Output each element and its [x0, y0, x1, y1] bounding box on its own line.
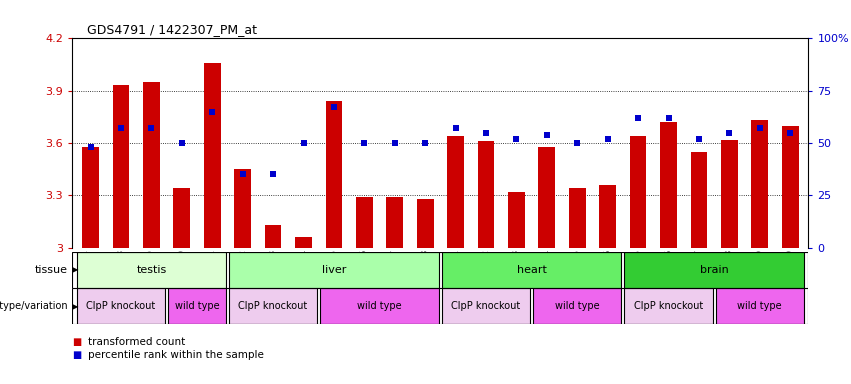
Bar [295, 237, 311, 248]
Point [83, 144, 97, 150]
Text: testis: testis [136, 265, 167, 275]
Bar [234, 169, 251, 248]
Bar [782, 126, 798, 248]
Bar [442, 252, 621, 288]
Bar [534, 288, 621, 324]
Text: ■: ■ [72, 337, 82, 347]
Point [448, 125, 462, 131]
Point [784, 129, 797, 136]
Text: GDS4791 / 1422307_PM_at: GDS4791 / 1422307_PM_at [87, 23, 257, 36]
Bar [539, 147, 555, 248]
Text: brain: brain [700, 265, 728, 275]
Point [175, 140, 189, 146]
Bar [326, 101, 342, 248]
Bar [229, 252, 439, 288]
Point [631, 115, 645, 121]
Point [236, 171, 249, 177]
Bar [599, 185, 616, 248]
Bar [229, 288, 317, 324]
Point [570, 140, 584, 146]
Text: ClpP knockout: ClpP knockout [451, 301, 521, 311]
Text: tissue: tissue [35, 265, 68, 275]
Text: ClpP knockout: ClpP knockout [238, 301, 308, 311]
Point [388, 140, 402, 146]
Bar [569, 189, 585, 248]
Point [297, 140, 311, 146]
Bar [625, 252, 804, 288]
Point [510, 136, 523, 142]
Point [722, 129, 736, 136]
Bar [716, 288, 804, 324]
Text: ■: ■ [72, 350, 82, 360]
Text: wild type: wild type [174, 301, 220, 311]
Text: transformed count: transformed count [88, 337, 185, 347]
Point [357, 140, 371, 146]
Text: genotype/variation: genotype/variation [0, 301, 68, 311]
Bar [77, 252, 226, 288]
Text: wild type: wild type [555, 301, 600, 311]
Text: ClpP knockout: ClpP knockout [87, 301, 156, 311]
Bar [112, 86, 129, 248]
Bar [168, 288, 226, 324]
Text: wild type: wild type [357, 301, 402, 311]
Text: ▶: ▶ [71, 265, 78, 274]
Point [540, 132, 554, 138]
Point [327, 104, 340, 111]
Text: heart: heart [517, 265, 546, 275]
Bar [143, 82, 160, 248]
Bar [660, 122, 677, 248]
Point [114, 125, 128, 131]
Bar [477, 141, 494, 248]
Bar [690, 152, 707, 248]
Bar [265, 225, 282, 248]
Bar [625, 288, 712, 324]
Bar [721, 139, 738, 248]
Text: percentile rank within the sample: percentile rank within the sample [88, 350, 264, 360]
Point [205, 109, 219, 115]
Text: liver: liver [322, 265, 346, 275]
Bar [204, 63, 220, 248]
Bar [508, 192, 525, 248]
Point [692, 136, 705, 142]
Bar [77, 288, 165, 324]
Point [601, 136, 614, 142]
Bar [386, 197, 403, 248]
Text: ▶: ▶ [71, 302, 78, 311]
Bar [174, 189, 191, 248]
Point [266, 171, 280, 177]
Bar [448, 136, 464, 248]
Point [419, 140, 432, 146]
Bar [320, 288, 439, 324]
Bar [442, 288, 530, 324]
Text: ClpP knockout: ClpP knockout [634, 301, 703, 311]
Point [662, 115, 676, 121]
Bar [417, 199, 433, 248]
Bar [83, 147, 99, 248]
Text: wild type: wild type [738, 301, 782, 311]
Bar [751, 120, 768, 248]
Point [145, 125, 158, 131]
Bar [630, 136, 647, 248]
Point [753, 125, 767, 131]
Point [479, 129, 493, 136]
Bar [356, 197, 373, 248]
